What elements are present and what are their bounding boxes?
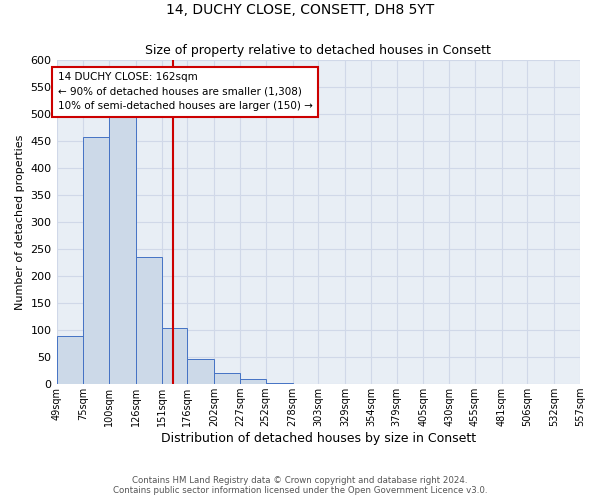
- Bar: [161, 328, 187, 384]
- Bar: [83, 138, 109, 384]
- Bar: [240, 379, 266, 384]
- Y-axis label: Number of detached properties: Number of detached properties: [15, 134, 25, 310]
- Bar: [187, 360, 214, 384]
- Text: Contains HM Land Registry data © Crown copyright and database right 2024.
Contai: Contains HM Land Registry data © Crown c…: [113, 476, 487, 495]
- X-axis label: Distribution of detached houses by size in Consett: Distribution of detached houses by size …: [161, 432, 476, 445]
- Bar: [136, 256, 161, 384]
- Bar: [56, 336, 83, 384]
- Title: Size of property relative to detached houses in Consett: Size of property relative to detached ho…: [145, 44, 491, 58]
- Bar: [109, 114, 136, 384]
- Text: 14 DUCHY CLOSE: 162sqm
← 90% of detached houses are smaller (1,308)
10% of semi-: 14 DUCHY CLOSE: 162sqm ← 90% of detached…: [58, 72, 313, 112]
- Text: 14, DUCHY CLOSE, CONSETT, DH8 5YT: 14, DUCHY CLOSE, CONSETT, DH8 5YT: [166, 2, 434, 16]
- Bar: [214, 374, 240, 384]
- Bar: [266, 382, 293, 384]
